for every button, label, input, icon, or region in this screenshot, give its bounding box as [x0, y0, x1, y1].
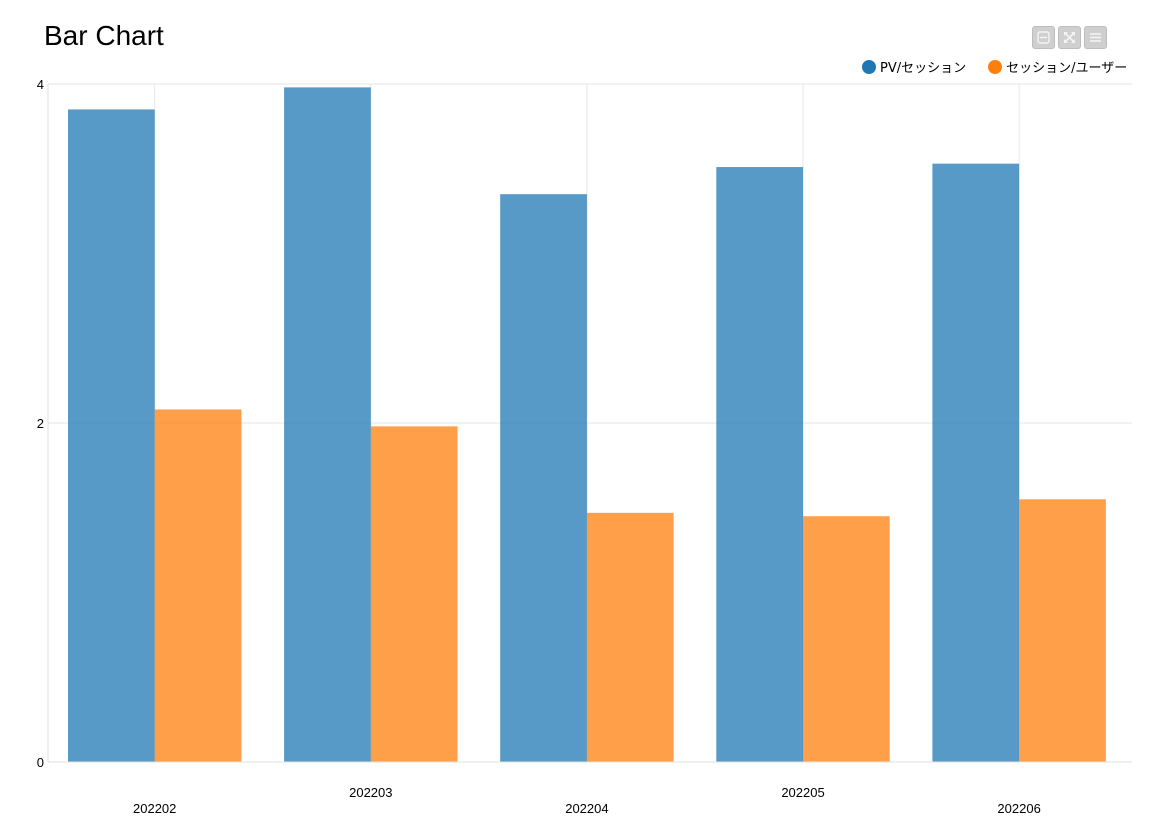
bar-pv-per-session [68, 109, 155, 763]
legend-dot-pv-per-session [862, 59, 876, 74]
legend-dot-session-per-user [988, 59, 1003, 74]
y-tick-label: 4 [37, 77, 44, 92]
y-tick-label: 0 [37, 755, 44, 770]
minimize-icon[interactable] [1032, 26, 1055, 49]
bar-pv-per-session [716, 167, 804, 762]
bar-pv-per-session [284, 87, 371, 762]
legend-label-pv-per-session: PV/セッション [880, 61, 967, 76]
bar-pv-per-session [932, 163, 1020, 763]
bar-pv-per-session [500, 194, 587, 763]
bar-session-per-user [154, 409, 242, 762]
expand-icon[interactable] [1058, 26, 1081, 49]
x-tick-label: 202206 [997, 801, 1040, 816]
axes: 0 2 4 202202 202203 202204 202205 202206 [37, 77, 1132, 816]
bar-session-per-user [803, 516, 890, 762]
y-tick-label: 2 [37, 416, 44, 431]
chart-toolbar [1032, 26, 1107, 49]
bars [68, 87, 1106, 763]
menu-icon[interactable] [1084, 26, 1107, 49]
x-tick-label: 202203 [349, 785, 392, 800]
bar-session-per-user [1019, 499, 1106, 762]
legend-item-session-per-user[interactable]: セッション/ユーザー [988, 57, 1127, 76]
legend-item-pv-per-session[interactable]: PV/セッション [862, 57, 966, 76]
x-tick-label: 202204 [565, 801, 608, 816]
bar-session-per-user [370, 426, 458, 762]
chart-legend: PV/セッション セッション/ユーザー [862, 57, 1127, 76]
bar-session-per-user [586, 512, 674, 762]
x-tick-label: 202202 [133, 801, 176, 816]
x-tick-label: 202205 [781, 785, 824, 800]
legend-label-session-per-user: セッション/ユーザー [1006, 61, 1128, 76]
chart-title: Bar Chart [44, 20, 164, 51]
